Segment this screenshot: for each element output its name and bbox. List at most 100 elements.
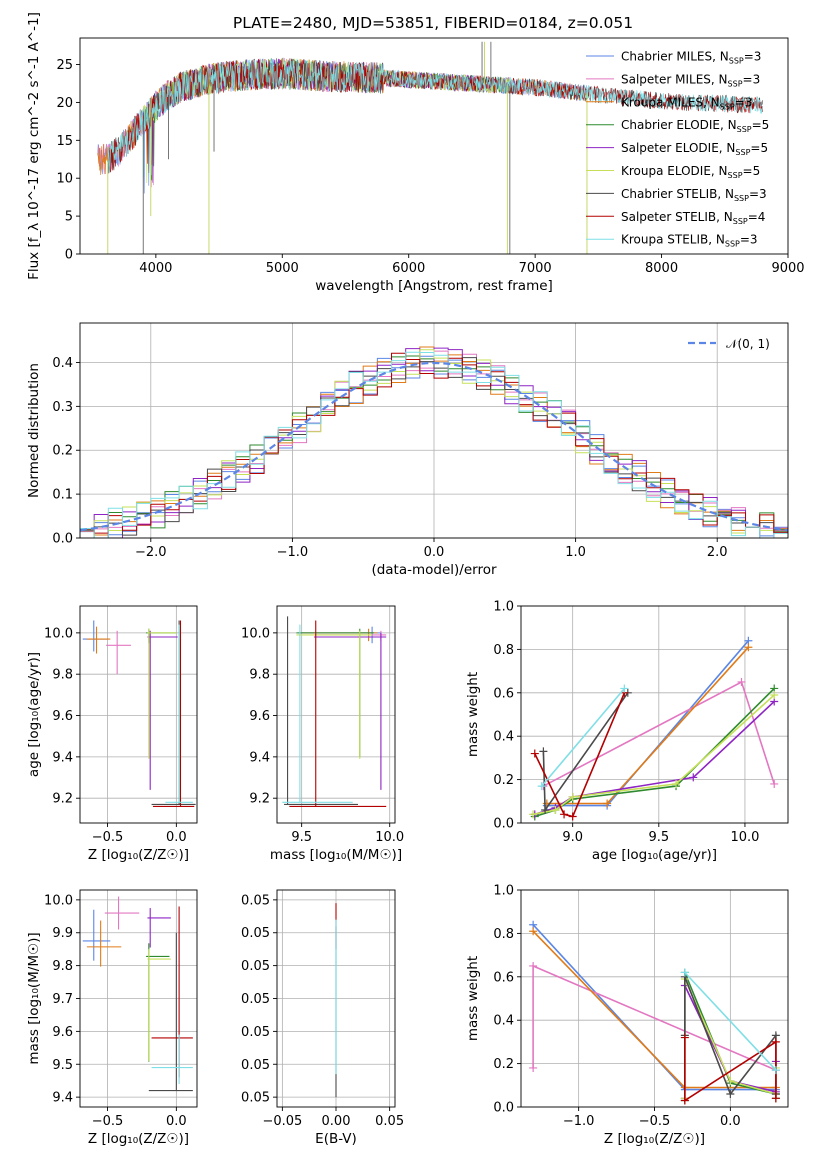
plus-marker — [689, 773, 698, 782]
plus-marker — [680, 1033, 689, 1042]
y-tick-label: 9.8 — [52, 668, 73, 683]
y-axis-label: mass [log₁₀(M/M☉)] — [26, 932, 42, 1064]
x-axis-label: E(B-V) — [315, 1131, 357, 1147]
y-tick-label: 0.4 — [493, 1014, 514, 1029]
plus-marker — [537, 782, 546, 791]
legend-label: 𝒩(0, 1) — [726, 337, 770, 351]
y-tick-label: 9.8 — [249, 668, 270, 683]
plot-area — [82, 620, 196, 808]
y-tick-label: 0.6 — [493, 970, 514, 985]
series-chabrier-miles — [542, 636, 753, 810]
errorbar-kroupa-elodie — [296, 630, 373, 759]
y-tick-label: 0.2 — [52, 444, 73, 459]
y-axis-label: Flux [f_λ 10^-17 erg cm^-2 s^-1 A^-1] — [26, 12, 42, 280]
x-tick-label: 0.0 — [166, 830, 187, 845]
spectrum-line-kroupa-stelib — [107, 58, 763, 178]
y-tick-label: 9.2 — [249, 792, 270, 807]
errorbar-kroupa-elodie — [147, 628, 177, 759]
legend-label: Salpeter MILES, NSSP=3 — [621, 72, 760, 88]
plus-marker — [726, 1076, 735, 1085]
errorbar-chabrier-miles — [82, 620, 108, 652]
errorbar-salpeter-stelib — [152, 620, 195, 808]
y-tick-label: 0.4 — [493, 730, 514, 745]
plot-area — [97, 41, 763, 254]
y-axis-label: mass weight — [465, 672, 481, 757]
axes-frame — [79, 322, 789, 539]
x-axis-label: (data-model)/error — [371, 562, 497, 578]
plot-area — [529, 636, 779, 821]
x-tick-label: 0.0 — [720, 1114, 741, 1129]
panel-age-vs-z: −0.5 0.0 9.2 9.4 9.6 9.8 10.0 Z [log₁₀(Z/Z☉)] ag… — [26, 605, 198, 863]
errorbar-kroupa-stelib — [165, 624, 193, 803]
plus-marker — [568, 812, 577, 821]
errorbar-salpeter-miles — [104, 896, 140, 930]
legend-label: Kroupa MILES, NSSP=3 — [621, 95, 752, 111]
x-tick-label: 7000 — [519, 261, 552, 276]
axes-frame — [79, 889, 198, 1108]
x-axis-label: mass [log₁₀(M/M☉)] — [270, 847, 402, 863]
legend-label: Salpeter STELIB, NSSP=4 — [621, 210, 765, 226]
y-tick-label: 0.0 — [52, 532, 73, 547]
errorbar-salpeter-miles — [106, 630, 131, 675]
errorbar-kroupa-miles — [86, 920, 122, 967]
x-tick-label: 9.5 — [648, 830, 669, 845]
y-tick-label: 5 — [65, 210, 73, 225]
y-tick-label: 0.05 — [241, 893, 270, 908]
plot-area — [529, 920, 780, 1105]
legend-label: Chabrier ELODIE, NSSP=5 — [621, 118, 769, 134]
x-tick-label: −1.0 — [563, 1114, 595, 1129]
x-axis-label: Z [log₁₀(Z/Z☉)] — [88, 847, 189, 863]
plus-marker — [539, 747, 548, 756]
errorbar-salpeter-elodie — [147, 630, 178, 790]
y-tick-label: 10.0 — [241, 626, 270, 641]
y-tick-label: 0.05 — [241, 959, 270, 974]
y-tick-label: 10 — [56, 172, 73, 187]
legend: Chabrier MILES, NSSP=3 Salpeter MILES, NS… — [586, 50, 769, 249]
plus-marker — [530, 749, 539, 758]
panel-mass-weight-vs-z: −1.0 −0.5 0.0 0.0 0.2 0.4 0.6 0.8 1.0 Z [log₁₀(Z/… — [465, 884, 789, 1147]
panel-mass-weight-vs-age: 9.0 9.5 10.0 0.0 0.2 0.4 0.6 0.8 1.0 age [log₁₀(a… — [465, 600, 789, 863]
y-tick-label: 9.4 — [249, 750, 270, 765]
x-axis-label: wavelength [Angstrom, rest frame] — [315, 278, 553, 294]
series-line — [534, 692, 626, 818]
x-tick-label: 0.0 — [166, 1114, 187, 1129]
y-tick-label: 0.0 — [493, 817, 514, 832]
x-tick-label: 2.0 — [707, 545, 728, 560]
errorbar-chabrier-miles — [82, 909, 111, 961]
plus-marker — [541, 805, 550, 814]
y-tick-label: 0.1 — [52, 488, 73, 503]
errorbar-chabrier-stelib — [284, 616, 359, 805]
errorbar-chabrier-stelib — [151, 620, 196, 805]
axes-frame — [520, 889, 789, 1108]
y-axis-label: mass weight — [465, 956, 481, 1041]
x-axis-label: Z [log₁₀(Z/Z☉)] — [604, 1131, 705, 1147]
plus-marker — [680, 1096, 689, 1105]
y-tick-label: 0.05 — [241, 992, 270, 1007]
errorbar-kroupa-miles — [86, 626, 111, 654]
errorbar-salpeter-stelib — [289, 620, 387, 808]
y-tick-label: 0 — [65, 248, 73, 263]
x-tick-label: 0.0 — [424, 545, 445, 560]
errorbar-salpeter-elodie — [147, 908, 171, 948]
plus-marker — [744, 643, 753, 652]
x-tick-label: 8000 — [645, 261, 678, 276]
plus-marker — [529, 961, 538, 970]
plot-area — [282, 616, 387, 808]
axes-frame — [276, 889, 396, 1108]
x-tick-label: 10.0 — [730, 830, 759, 845]
y-tick-label: 9.8 — [52, 959, 73, 974]
plus-marker — [529, 810, 538, 819]
plus-marker — [771, 1066, 780, 1075]
legend-label: Kroupa STELIB, NSSP=3 — [621, 233, 758, 249]
axes-frame — [79, 37, 789, 255]
errorbar-kroupa-stelib — [282, 624, 353, 803]
plus-marker — [568, 792, 577, 801]
panel-age-vs-mass: 9.5 10.0 9.2 9.4 9.6 9.8 10.0 mass [log₁₀(M/M☉)… — [241, 605, 404, 863]
y-tick-label: 0.0 — [493, 1101, 514, 1116]
errorbar-chabrier-elodie — [296, 628, 374, 757]
spectrum-line-kroupa-elodie — [142, 58, 511, 184]
y-tick-label: 1.0 — [493, 600, 514, 615]
plus-marker — [771, 1037, 780, 1046]
plus-marker — [770, 779, 779, 788]
